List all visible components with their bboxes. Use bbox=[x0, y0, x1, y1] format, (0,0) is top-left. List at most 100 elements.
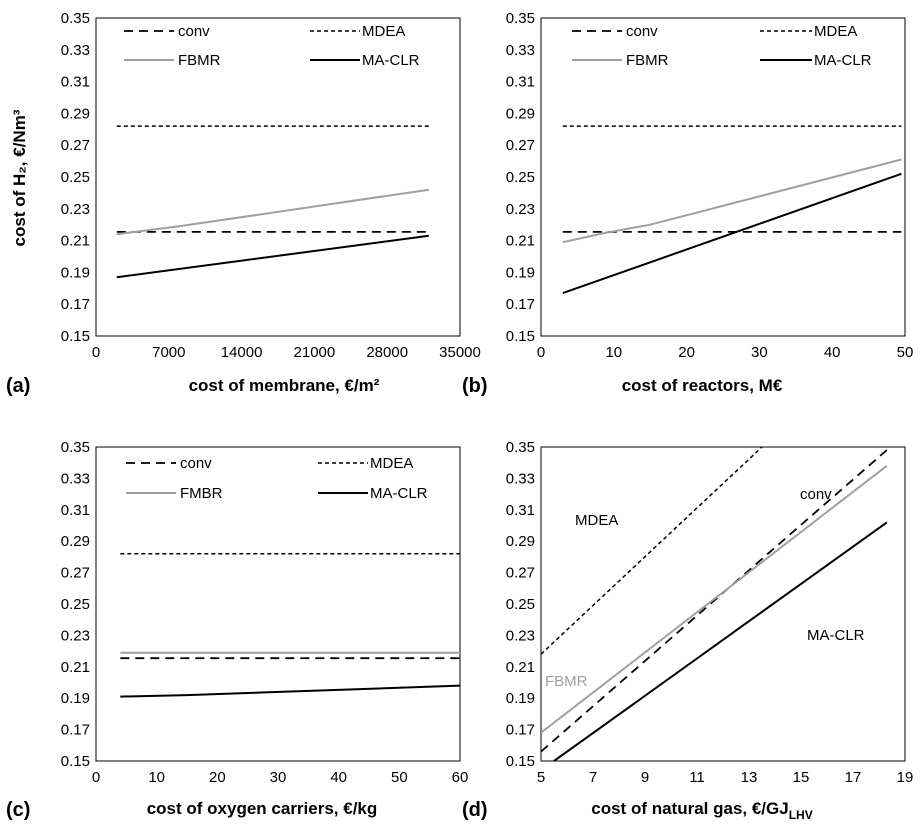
y-tick-label-a: 0.17 bbox=[61, 296, 90, 313]
x-axis-label-b: cost of reactors, M€ bbox=[622, 376, 783, 395]
legend-label-mdea-a: MDEA bbox=[362, 23, 405, 40]
y-tick-label-b: 0.21 bbox=[506, 233, 535, 250]
legend-label-fmbr-c: FMBR bbox=[180, 485, 223, 502]
y-tick-label-d: 0.23 bbox=[506, 627, 535, 644]
x-tick-label-a: 35000 bbox=[439, 344, 481, 361]
series-line-fbmr-a bbox=[116, 188, 429, 236]
legend-label-mdea-b: MDEA bbox=[814, 23, 857, 40]
x-tick-label-b: 30 bbox=[751, 344, 768, 361]
y-tick-label-b: 0.17 bbox=[506, 296, 535, 313]
y-tick-label-d: 0.19 bbox=[506, 690, 535, 707]
y-tick-label-c: 0.35 bbox=[61, 439, 90, 456]
legend-label-conv-a: conv bbox=[178, 23, 210, 40]
y-tick-label-c: 0.23 bbox=[61, 627, 90, 644]
x-ticks-d: 5 7 9 11 13 15 17 19 bbox=[537, 769, 914, 786]
y-tick-label-b: 0.33 bbox=[506, 42, 535, 59]
y-tick-label-b: 0.29 bbox=[506, 105, 535, 122]
annotation-maclr-d: MA-CLR bbox=[807, 627, 865, 644]
annotation-mdea-d: MDEA bbox=[575, 512, 618, 529]
y-tick-label-d: 0.15 bbox=[506, 753, 535, 770]
y-tick-label-a: 0.27 bbox=[61, 137, 90, 154]
y-tick-label-d: 0.27 bbox=[506, 565, 535, 582]
series-lines-c bbox=[120, 553, 460, 698]
series-line-fbmr-b bbox=[562, 158, 902, 244]
y-tick-label-c: 0.31 bbox=[61, 502, 90, 519]
y-tick-label-d: 0.21 bbox=[506, 659, 535, 676]
y-tick-label-c: 0.25 bbox=[61, 596, 90, 613]
series-line-ma-clr-b bbox=[562, 172, 902, 295]
legend-b: conv MDEA FBMR MA-CLR bbox=[572, 23, 872, 69]
y-tick-label-d: 0.35 bbox=[506, 439, 535, 456]
x-tick-label-b: 40 bbox=[824, 344, 841, 361]
plot-frame-a bbox=[95, 17, 461, 337]
legend-label-fbmr-a: FBMR bbox=[178, 52, 221, 69]
y-tick-label-a: 0.31 bbox=[61, 74, 90, 91]
plot-frame-b bbox=[540, 17, 906, 337]
x-tick-label-d: 11 bbox=[689, 769, 705, 786]
annotation-conv-d: conv bbox=[800, 486, 832, 503]
series-lines-a bbox=[116, 125, 429, 279]
x-tick-label-c: 20 bbox=[209, 769, 226, 786]
y-tick-label-d: 0.25 bbox=[506, 596, 535, 613]
y-tick-label-a: 0.15 bbox=[61, 328, 90, 345]
series-lines-b bbox=[562, 125, 902, 295]
panel-b: 0.15 0.17 0.19 0.21 0.23 0.25 0.27 0.29 0.31 0.33… bbox=[462, 10, 913, 397]
panel-d: 0.15 0.17 0.19 0.21 0.23 0.25 0.27 0.29 0.31 0.33… bbox=[462, 439, 913, 822]
panel-a: 0.15 0.17 0.19 0.21 0.23 0.25 0.27 0.29 0.31 0.33… bbox=[6, 10, 481, 397]
y-tick-label-b: 0.35 bbox=[506, 10, 535, 27]
x-tick-label-b: 0 bbox=[537, 344, 545, 361]
y-tick-label-a: 0.25 bbox=[61, 169, 90, 186]
panel-label-b: (b) bbox=[462, 375, 488, 397]
y-tick-label-b: 0.25 bbox=[506, 169, 535, 186]
x-tick-label-b: 20 bbox=[678, 344, 695, 361]
series-lines-d bbox=[541, 447, 888, 761]
legend-label-conv-b: conv bbox=[626, 23, 658, 40]
y-tick-label-c: 0.27 bbox=[61, 565, 90, 582]
y-tick-label-d: 0.33 bbox=[506, 470, 535, 487]
x-tick-label-a: 14000 bbox=[221, 344, 263, 361]
legend-c: conv MDEA FMBR MA-CLR bbox=[126, 455, 428, 502]
y-tick-label-b: 0.31 bbox=[506, 74, 535, 91]
series-line-mdea-d bbox=[541, 447, 763, 655]
legend-label-fbmr-b: FBMR bbox=[626, 52, 669, 69]
x-tick-label-d: 13 bbox=[741, 769, 758, 786]
y-tick-label-d: 0.31 bbox=[506, 502, 535, 519]
x-tick-label-a: 0 bbox=[92, 344, 100, 361]
x-tick-label-d: 5 bbox=[537, 769, 545, 786]
y-tick-label-b: 0.19 bbox=[506, 264, 535, 281]
x-tick-label-b: 10 bbox=[605, 344, 622, 361]
x-tick-label-d: 9 bbox=[641, 769, 649, 786]
x-axis-label-d-main: cost of natural gas, €/GJ bbox=[591, 799, 788, 818]
x-tick-label-d: 7 bbox=[589, 769, 597, 786]
x-axis-label-c: cost of oxygen carriers, €/kg bbox=[147, 799, 378, 818]
x-tick-label-c: 50 bbox=[391, 769, 408, 786]
x-ticks-b: 0 10 20 30 40 50 bbox=[537, 344, 914, 361]
x-tick-label-c: 10 bbox=[148, 769, 165, 786]
y-tick-label-a: 0.23 bbox=[61, 201, 90, 218]
legend-label-maclr-b: MA-CLR bbox=[814, 52, 872, 69]
x-tick-label-c: 60 bbox=[452, 769, 469, 786]
x-tick-label-a: 7000 bbox=[152, 344, 185, 361]
y-tick-label-c: 0.29 bbox=[61, 533, 90, 550]
y-tick-label-a: 0.35 bbox=[61, 10, 90, 27]
y-tick-label-b: 0.23 bbox=[506, 201, 535, 218]
y-ticks-d: 0.15 0.17 0.19 0.21 0.23 0.25 0.27 0.29 0.31 0.33… bbox=[506, 439, 535, 770]
x-tick-label-a: 28000 bbox=[366, 344, 408, 361]
series-line-ma-clr-d bbox=[553, 521, 888, 761]
panel-label-c: (c) bbox=[6, 799, 30, 821]
annotation-fbmr-d: FBMR bbox=[545, 673, 588, 690]
x-axis-label-d: cost of natural gas, €/GJLHV bbox=[591, 799, 812, 822]
y-tick-label-a: 0.29 bbox=[61, 105, 90, 122]
y-tick-label-d: 0.17 bbox=[506, 722, 535, 739]
y-tick-label-b: 0.27 bbox=[506, 137, 535, 154]
legend-label-maclr-c: MA-CLR bbox=[370, 485, 428, 502]
x-tick-label-d: 15 bbox=[793, 769, 810, 786]
x-tick-label-b: 50 bbox=[897, 344, 914, 361]
legend-a: conv MDEA FBMR MA-CLR bbox=[124, 23, 420, 69]
legend-label-maclr-a: MA-CLR bbox=[362, 52, 420, 69]
x-tick-label-c: 30 bbox=[270, 769, 287, 786]
x-tick-label-c: 0 bbox=[92, 769, 100, 786]
x-axis-label-a: cost of membrane, €/m² bbox=[189, 376, 380, 395]
legend-label-mdea-c: MDEA bbox=[370, 455, 413, 472]
